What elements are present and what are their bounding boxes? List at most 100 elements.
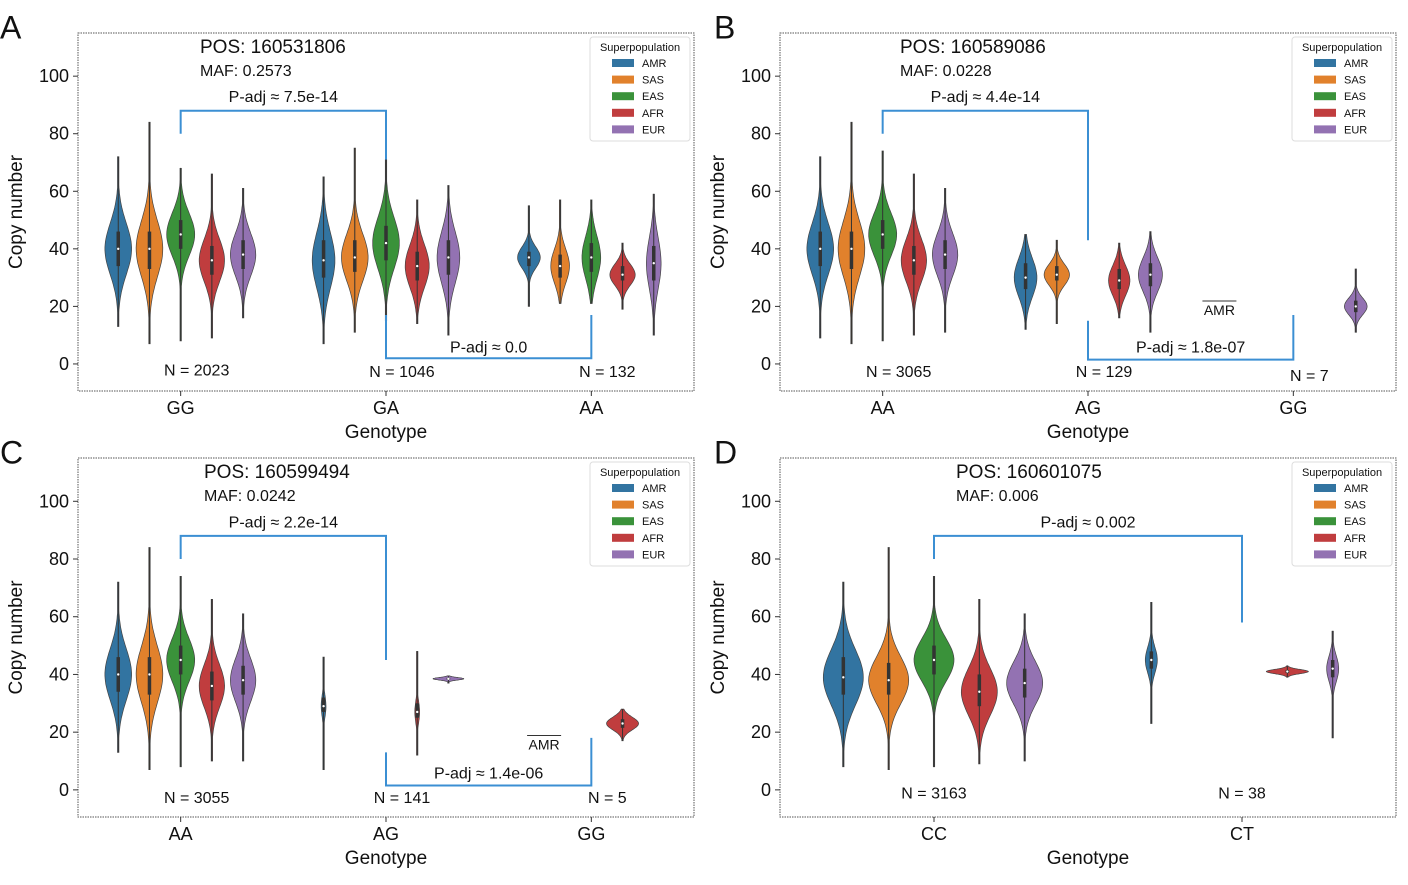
legend-title: Superpopulation bbox=[1302, 467, 1382, 479]
violin-median bbox=[943, 253, 947, 256]
legend-entry: AFR bbox=[1344, 533, 1366, 545]
violin-gg-afr bbox=[198, 173, 225, 339]
y-tick-label: 20 bbox=[49, 722, 69, 742]
violin-aa-eas bbox=[581, 199, 602, 304]
legend: Superpopulation AMR SAS EAS AFR EUR bbox=[589, 461, 691, 567]
violin-median bbox=[210, 259, 214, 262]
y-tick-label: 60 bbox=[751, 607, 771, 627]
violin-gg-eur bbox=[230, 188, 257, 319]
y-tick-label: 0 bbox=[761, 354, 771, 374]
significance-bracket: P-adj ≈ 7.5e-14 bbox=[179, 89, 387, 160]
sample-count-label: N = 5 bbox=[588, 790, 627, 807]
legend-swatch-eas bbox=[612, 92, 634, 101]
x-axis-label: Genotype bbox=[1047, 422, 1129, 443]
bracket-line bbox=[933, 534, 1243, 623]
legend-swatch-afr bbox=[612, 533, 634, 542]
x-axis-label: Genotype bbox=[345, 422, 427, 443]
x-axis-label: Genotype bbox=[345, 848, 427, 869]
panel-label: A bbox=[0, 9, 22, 45]
sample-count-label: N = 132 bbox=[579, 364, 636, 381]
sample-count-label: N = 38 bbox=[1218, 786, 1266, 803]
legend-entry: EUR bbox=[1344, 124, 1367, 136]
y-tick-label: 0 bbox=[761, 780, 771, 800]
legend-swatch-sas bbox=[612, 500, 634, 509]
legend-swatch-amr bbox=[612, 59, 634, 67]
violin-gg-afr bbox=[606, 708, 639, 742]
violin-median bbox=[1023, 681, 1026, 685]
violin-median bbox=[1149, 273, 1152, 276]
panel-label: B bbox=[714, 9, 735, 45]
p-value-label: P-adj ≈ 2.2e-14 bbox=[229, 514, 338, 531]
panel-c: C 0 20 40 60 80 100 Copy number AA AG GG Genotype PO… bbox=[0, 434, 695, 869]
sample-count-label: N = 2023 bbox=[164, 362, 229, 379]
axes-frame bbox=[779, 32, 1397, 392]
chart-title: POS: 160599494 bbox=[204, 462, 350, 483]
legend-entry: AMR bbox=[642, 483, 667, 495]
violin-ag-amr bbox=[320, 656, 327, 771]
x-tick-label: GG bbox=[1279, 398, 1307, 418]
legend-entry: SAS bbox=[1344, 75, 1366, 87]
p-value-label: P-adj ≈ 7.5e-14 bbox=[229, 89, 338, 106]
legend: Superpopulation AMR SAS EAS AFR EUR bbox=[1291, 461, 1393, 567]
legend-swatch-sas bbox=[1314, 500, 1336, 509]
violin-median bbox=[850, 247, 853, 251]
violin-ga-eas bbox=[372, 159, 400, 322]
violin-aa-amr bbox=[517, 205, 541, 307]
significance-bracket: P-adj ≈ 1.4e-06 bbox=[385, 737, 593, 787]
violin-median bbox=[117, 673, 120, 676]
bracket-line bbox=[179, 534, 387, 661]
legend-swatch-eas bbox=[612, 517, 634, 526]
chart-subtitle: MAF: 0.006 bbox=[956, 488, 1039, 505]
violin-ag-afr bbox=[1108, 242, 1131, 319]
legend: Superpopulation AMR SAS EAS AFR EUR bbox=[1291, 36, 1393, 142]
legend: Superpopulation AMR SAS EAS AFR EUR bbox=[589, 36, 691, 142]
panel-b: B 0 20 40 60 80 100 Copy number AA AG GG Genotype PO… bbox=[708, 9, 1397, 443]
x-tick-label: GA bbox=[373, 398, 399, 418]
chart-title: POS: 160601075 bbox=[956, 462, 1102, 483]
legend-entry: AMR bbox=[1344, 58, 1369, 70]
violin-aa-afr bbox=[198, 599, 225, 762]
violin-ga-amr bbox=[311, 176, 336, 345]
violin-median bbox=[447, 256, 450, 259]
legend-swatch-afr bbox=[1314, 533, 1336, 542]
legend-swatch-sas bbox=[1314, 75, 1336, 84]
p-value-label: P-adj ≈ 1.4e-06 bbox=[434, 765, 543, 782]
panel-label: D bbox=[714, 434, 737, 470]
y-tick-label: 0 bbox=[59, 780, 69, 800]
y-tick-label: 20 bbox=[751, 722, 771, 742]
y-tick-label: 40 bbox=[751, 239, 771, 259]
violin-median bbox=[179, 658, 182, 662]
violin-median bbox=[241, 253, 245, 256]
p-value-label: P-adj ≈ 0.002 bbox=[1040, 514, 1135, 531]
violin-gg-amr bbox=[104, 156, 132, 327]
violin-ga-eur bbox=[436, 185, 461, 336]
legend-swatch-eur bbox=[612, 550, 634, 559]
violin-aa-eas bbox=[868, 150, 898, 342]
bracket-line bbox=[1087, 315, 1295, 361]
violin-ct-afr bbox=[1265, 665, 1309, 678]
violin-median bbox=[652, 262, 655, 265]
legend-entry: AMR bbox=[642, 58, 667, 70]
violin-median bbox=[1354, 305, 1357, 308]
violin-median bbox=[978, 690, 981, 693]
violin-median bbox=[1150, 658, 1153, 662]
legend-entry: AMR bbox=[1344, 483, 1369, 495]
violin-median bbox=[322, 704, 325, 708]
legend-entry: EUR bbox=[1344, 549, 1367, 561]
legend-entry: SAS bbox=[642, 75, 664, 87]
y-tick-label: 100 bbox=[741, 66, 771, 86]
violin-median bbox=[148, 247, 151, 251]
significance-bracket: P-adj ≈ 0.0 bbox=[385, 315, 593, 360]
y-axis-label: Copy number bbox=[6, 580, 27, 695]
p-value-label: P-adj ≈ 0.0 bbox=[450, 339, 527, 356]
violin-median bbox=[1286, 670, 1289, 673]
violin-median bbox=[447, 677, 450, 680]
bracket-line bbox=[179, 109, 387, 160]
legend-swatch-sas bbox=[612, 75, 634, 84]
legend-entry: SAS bbox=[1344, 500, 1366, 512]
legend-swatch-afr bbox=[612, 108, 634, 117]
violin-median bbox=[1331, 667, 1334, 670]
violin-median bbox=[384, 241, 388, 245]
violin-ag-eur bbox=[1138, 231, 1163, 333]
